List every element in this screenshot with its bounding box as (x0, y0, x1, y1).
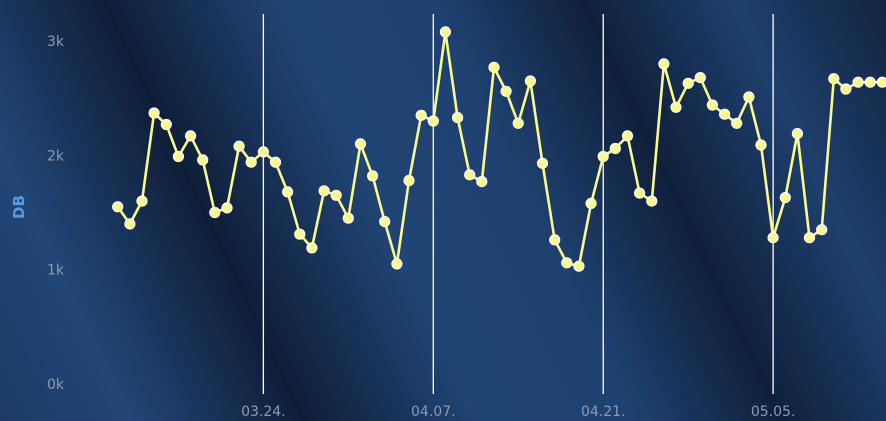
data-point[interactable] (464, 169, 476, 181)
data-point[interactable] (269, 156, 282, 168)
x-tick-label: 04.07. (411, 404, 456, 420)
data-point[interactable] (233, 140, 245, 152)
data-point[interactable] (124, 218, 136, 230)
data-point[interactable] (136, 195, 148, 207)
data-point[interactable] (597, 150, 609, 163)
data-point[interactable] (658, 58, 670, 70)
data-point[interactable] (148, 107, 160, 119)
data-point[interactable] (706, 99, 719, 111)
data-point[interactable] (646, 195, 658, 207)
data-point[interactable] (536, 157, 549, 169)
series-layer (112, 26, 886, 272)
data-point[interactable] (306, 242, 318, 254)
data-point[interactable] (354, 138, 367, 150)
data-point[interactable] (840, 83, 852, 95)
data-point[interactable] (864, 76, 876, 88)
data-point[interactable] (342, 212, 354, 224)
data-point[interactable] (779, 192, 791, 204)
data-point[interactable] (585, 197, 597, 209)
data-point[interactable] (755, 139, 767, 151)
data-point[interactable] (633, 187, 646, 199)
data-point[interactable] (294, 228, 306, 240)
data-point[interactable] (767, 232, 779, 244)
y-axis-title: DB (10, 195, 28, 219)
data-point[interactable] (791, 128, 804, 140)
data-point[interactable] (452, 111, 464, 124)
data-point[interactable] (245, 156, 257, 168)
y-tick-label: 2k (47, 148, 65, 164)
data-point[interactable] (500, 85, 512, 97)
data-point[interactable] (694, 71, 706, 84)
y-tick-label: 3k (47, 34, 65, 50)
x-tick-label: 03.24. (241, 404, 286, 420)
data-point[interactable] (682, 77, 694, 89)
data-point[interactable] (816, 224, 828, 236)
data-point[interactable] (160, 118, 172, 131)
data-point[interactable] (415, 109, 427, 121)
data-point[interactable] (427, 115, 439, 127)
data-point[interactable] (112, 201, 124, 213)
data-point[interactable] (318, 185, 330, 197)
data-point[interactable] (257, 146, 269, 158)
data-point[interactable] (476, 176, 488, 188)
data-point[interactable] (621, 130, 634, 142)
series-line (116, 30, 883, 268)
data-point[interactable] (367, 170, 379, 182)
data-point[interactable] (197, 154, 209, 166)
data-point[interactable] (209, 206, 221, 219)
data-point[interactable] (403, 174, 415, 187)
data-point[interactable] (391, 258, 403, 270)
data-point[interactable] (852, 76, 864, 88)
data-point[interactable] (876, 76, 886, 88)
data-point[interactable] (172, 150, 184, 163)
data-point[interactable] (524, 75, 537, 87)
data-point[interactable] (718, 108, 731, 120)
data-point[interactable] (330, 189, 342, 201)
data-point[interactable] (379, 216, 391, 228)
x-tick-label: 04.21. (581, 404, 626, 420)
data-point[interactable] (282, 186, 294, 198)
data-point[interactable] (803, 232, 816, 244)
data-point[interactable] (561, 257, 573, 269)
data-point[interactable] (573, 260, 585, 272)
data-point[interactable] (743, 91, 755, 103)
data-point[interactable] (512, 117, 524, 129)
y-tick-label: 0k (47, 377, 65, 393)
data-point[interactable] (609, 142, 621, 155)
data-point[interactable] (828, 73, 840, 85)
x-tick-label: 05.05. (751, 404, 796, 420)
data-point[interactable] (731, 117, 743, 129)
gridlines (262, 14, 774, 394)
data-point[interactable] (439, 26, 451, 38)
data-point[interactable] (221, 202, 233, 214)
data-point[interactable] (549, 234, 561, 246)
data-point[interactable] (670, 101, 682, 113)
axes: DB 03.24. 04.07. 04.21. 05.05. 0k 1k 2k 3k (10, 34, 795, 420)
data-point[interactable] (185, 130, 197, 142)
data-point[interactable] (488, 61, 500, 73)
y-tick-label: 1k (47, 263, 65, 279)
